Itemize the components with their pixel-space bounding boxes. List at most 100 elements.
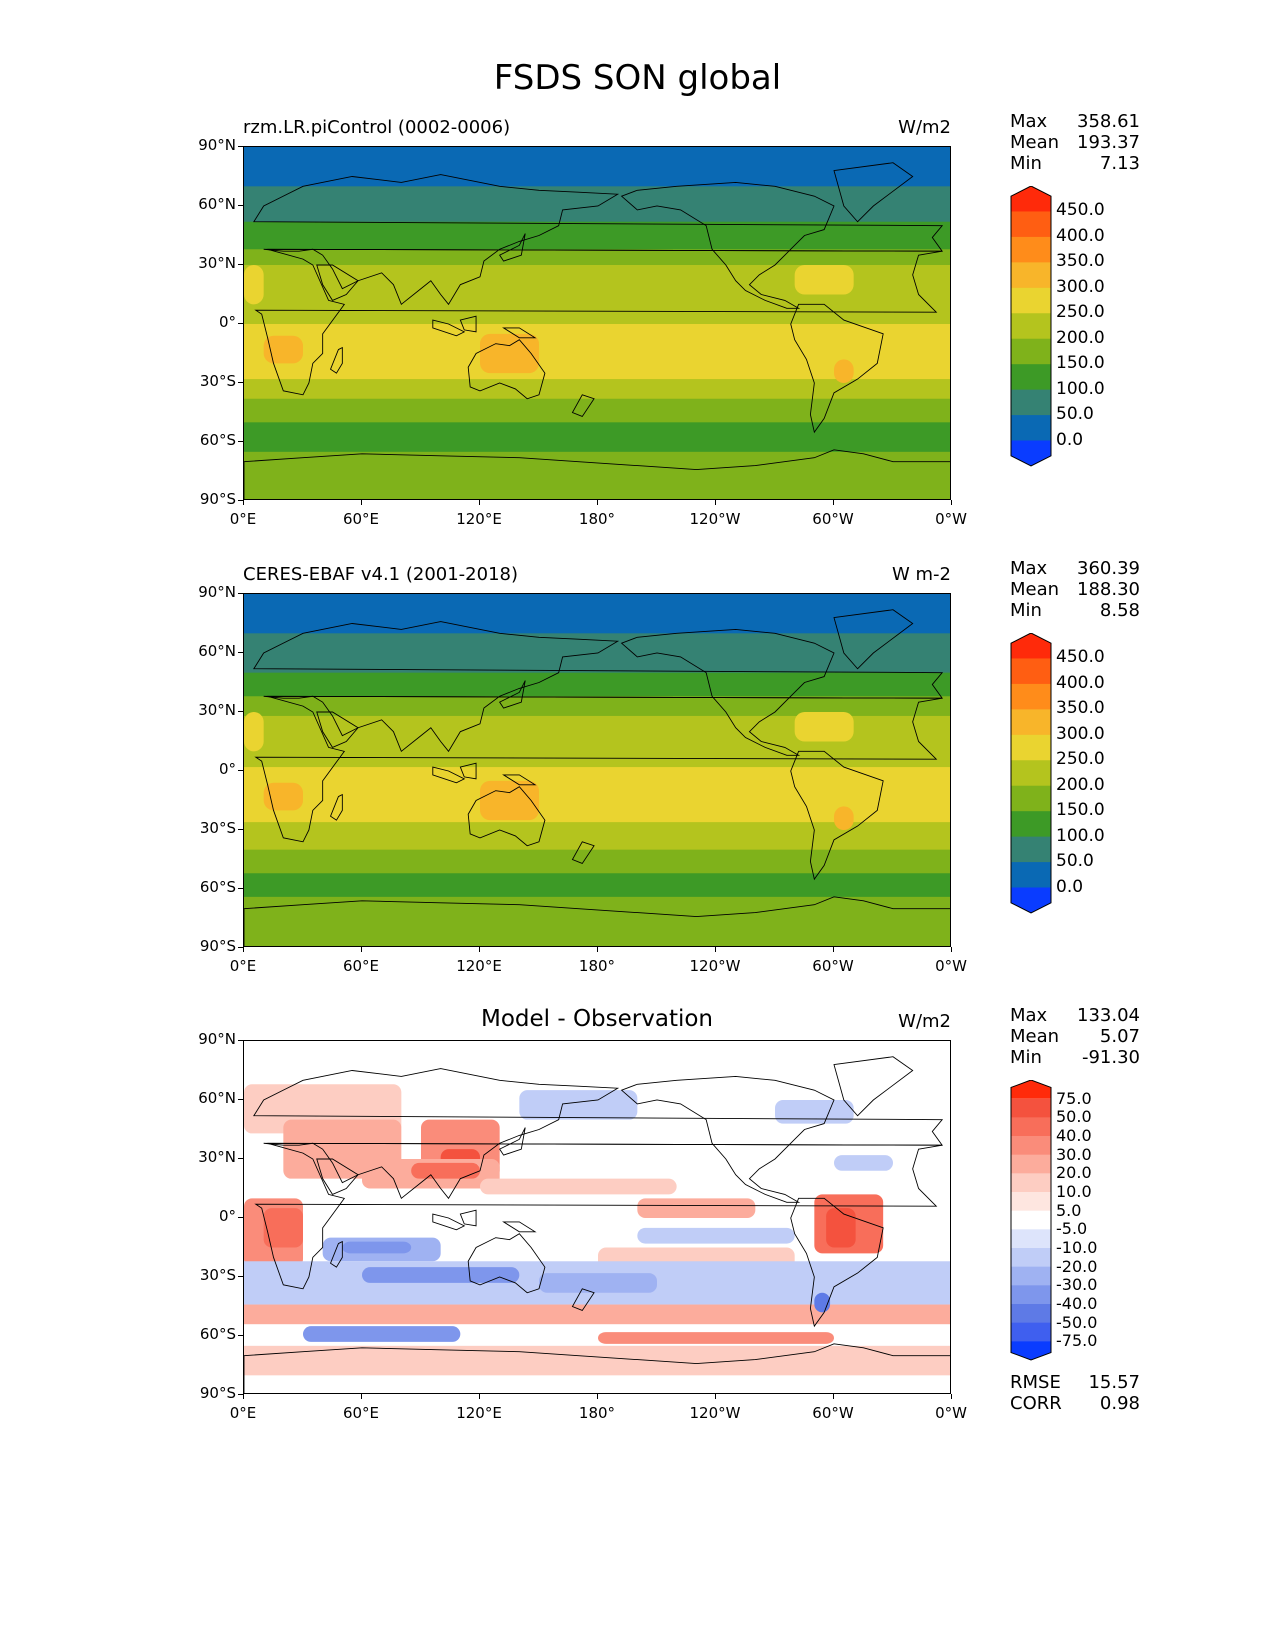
panel-3-diff-patch (834, 1155, 893, 1171)
panel-2-field-band (244, 873, 950, 898)
panel-1-stat-min: Min 7.13 (1010, 153, 1140, 174)
panel-2-lat-tick-mark (238, 888, 243, 889)
panel-2-colorbar-segment (1011, 836, 1051, 863)
panel-3-map[interactable] (243, 1040, 951, 1394)
panel-3-stat-mean: Mean 5.07 (1010, 1026, 1140, 1047)
panel-2-lon-tick: 120°W (689, 957, 741, 975)
panel-2-lat-tick-mark (238, 947, 243, 948)
panel-1-colorbar (1010, 186, 1052, 467)
panel-3-lat-tick-mark (238, 1217, 243, 1218)
panel-3-colorbar-label: -75.0 (1056, 1331, 1098, 1351)
panel-2-map-canvas (244, 594, 950, 946)
panel-1-colorbar-segment (1011, 313, 1051, 340)
panel-3-lat-tick: 90°N (198, 1030, 236, 1048)
panel-3-extra-value: 15.57 (1088, 1372, 1140, 1393)
panel-2-lat-tick-mark (238, 770, 243, 771)
panel-1-lon-tick-mark (243, 500, 244, 505)
panel-1-colorbar-label: 300.0 (1056, 276, 1105, 297)
panel-1-map[interactable] (243, 146, 951, 500)
panel-1-stat-value: 193.37 (1077, 132, 1140, 153)
panel-3-colorbar-segment (1011, 1173, 1051, 1193)
panel-3-colorbar-label: 40.0 (1056, 1126, 1092, 1145)
panel-1-lat-tick: 30°S (199, 372, 236, 390)
panel-1-lat-tick-mark (238, 205, 243, 206)
panel-3-colorbar-label: 10.0 (1056, 1182, 1092, 1201)
panel-3-lat-tick: 60°N (198, 1089, 236, 1107)
panel-3-colorbar-segment (1011, 1192, 1051, 1212)
panel-2-field-band (244, 896, 950, 946)
panel-1-colorbar-label: 200.0 (1056, 327, 1105, 348)
panel-3-colorbar-segment (1011, 1285, 1051, 1305)
panel-2-colorbar-label: 250.0 (1056, 749, 1105, 770)
panel-2-map[interactable] (243, 593, 951, 947)
panel-1-stat-value: 7.13 (1099, 153, 1140, 174)
panel-2-colorbar-segment (1011, 887, 1051, 913)
panel-3-lat-tick-mark (238, 1276, 243, 1277)
panel-3-stat-value: 133.04 (1077, 1005, 1140, 1026)
panel-3-colorbar-label: 5.0 (1056, 1200, 1082, 1220)
panel-2-lon-tick: 0°W (935, 957, 967, 975)
panel-3-colorbar-segment (1011, 1248, 1051, 1268)
panel-1-stat-label: Max (1010, 111, 1048, 132)
panel-2-colorbar-label: 200.0 (1056, 774, 1105, 795)
panel-2-lon-tick-mark (715, 947, 716, 952)
panel-3-lat-tick-mark (238, 1158, 243, 1159)
panel-3-diff-patch (411, 1162, 480, 1179)
panel-3-colorbar-segment (1011, 1154, 1051, 1174)
panel-3-lat-tick: 60°S (199, 1325, 236, 1343)
panel-1-colorbar-segment (1011, 440, 1051, 466)
panel-3-stat-value: -91.30 (1081, 1047, 1140, 1068)
panel-1-field-patch (578, 324, 697, 344)
panel-1-lat-tick: 90°S (199, 490, 236, 508)
panel-1-field-band (244, 147, 950, 187)
panel-2-lon-tick-mark (243, 947, 244, 952)
panel-3-lon-tick: 0°W (935, 1404, 967, 1422)
panel-3-colorbar-label: -30.0 (1056, 1275, 1098, 1295)
panel-2-lon-tick: 0°E (229, 957, 257, 975)
panel-2-stat-label: Max (1010, 558, 1048, 579)
panel-2-lon-tick-mark (597, 947, 598, 952)
panel-3-stat-label: Mean (1010, 1026, 1060, 1047)
panel-3-diff-patch (598, 1332, 834, 1344)
panel-1-colorbar-label: 100.0 (1056, 378, 1105, 399)
panel-3-extra-label: RMSE (1010, 1372, 1061, 1393)
panel-3-lon-tick: 120°E (456, 1404, 502, 1422)
panel-3-colorbar-segment (1011, 1080, 1051, 1099)
panel-2-field-band (244, 594, 950, 634)
panel-3-lat-tick-mark (238, 1040, 243, 1041)
panel-1-field-band (244, 422, 950, 453)
panel-2-stat-label: Min (1010, 600, 1042, 621)
panel-3-colorbar-label: -50.0 (1056, 1312, 1098, 1332)
panel-2-lat-tick: 30°S (199, 819, 236, 837)
panel-2-lon-tick: 180° (578, 957, 616, 975)
panel-2-colorbar-segment (1011, 633, 1051, 659)
panel-1-field-band (244, 379, 950, 400)
panel-3-stat-rmse: RMSE 15.57 (1010, 1372, 1140, 1393)
panel-3-diff-patch (303, 1326, 461, 1342)
panel-2-stat-label: Mean (1010, 579, 1060, 600)
panel-2-lat-tick-mark (238, 829, 243, 830)
panel-1-colorbar-segment (1011, 415, 1051, 442)
panel-2-field-band (244, 822, 950, 851)
panel-3-colorbar-label: 50.0 (1056, 1107, 1092, 1127)
panel-1-lon-tick: 180° (578, 510, 616, 528)
panel-1-colorbar-label: 400.0 (1056, 225, 1105, 246)
panel-1-lon-tick-mark (479, 500, 480, 505)
panel-2-stat-value: 360.39 (1077, 558, 1140, 579)
panel-1-field-patch (834, 359, 854, 383)
panel-1-field-band (244, 186, 950, 223)
panel-1-lon-tick: 0°W (935, 510, 967, 528)
panel-3-colorbar-label: -40.0 (1056, 1294, 1098, 1313)
panel-2-stat-value: 188.30 (1077, 579, 1140, 600)
panel-1-lon-tick: 60°E (342, 510, 380, 528)
panel-3-diff-patch (637, 1227, 795, 1244)
panel-1-field-band (244, 249, 950, 266)
panel-1-lon-tick-mark (715, 500, 716, 505)
panel-2-colorbar-label: 150.0 (1056, 800, 1105, 821)
panel-1-lat-tick: 90°N (198, 136, 236, 154)
panel-1-colorbar-segment (1011, 287, 1051, 314)
panel-3-lon-tick: 180° (578, 1404, 616, 1422)
panel-1-colorbar-label: 250.0 (1056, 302, 1105, 323)
panel-1-colorbar-segment (1011, 364, 1051, 391)
panel-1-lat-tick: 0° (218, 313, 236, 331)
